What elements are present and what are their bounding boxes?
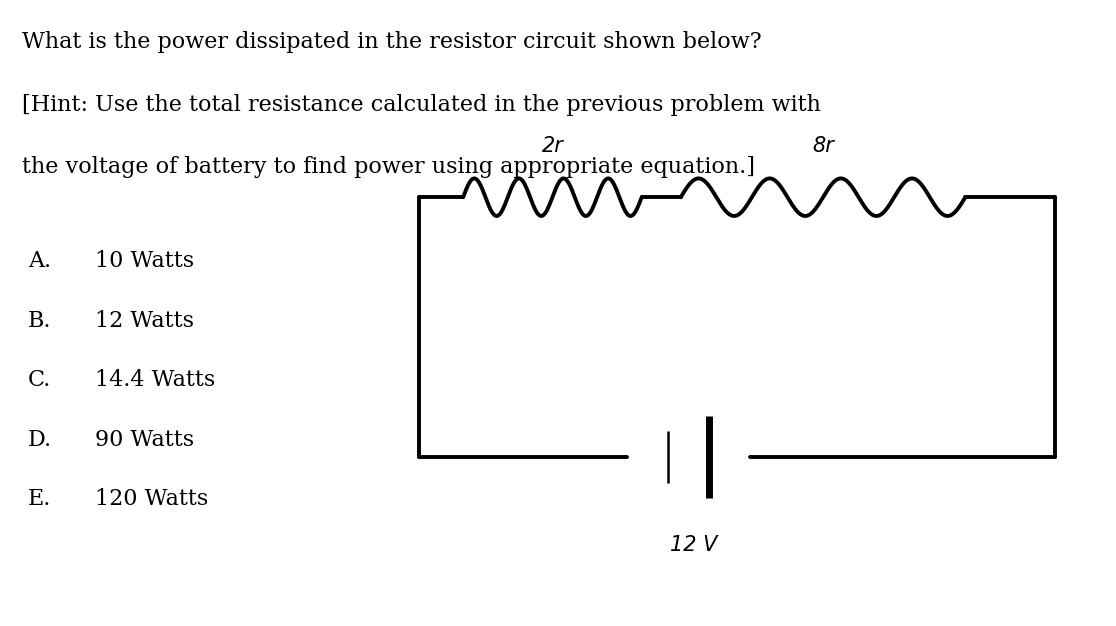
Text: 120 Watts: 120 Watts — [95, 488, 208, 510]
Text: 2r: 2r — [541, 136, 564, 156]
Text: 90 Watts: 90 Watts — [95, 429, 194, 451]
Text: 12 Watts: 12 Watts — [95, 310, 194, 332]
Text: 10 Watts: 10 Watts — [95, 250, 194, 272]
Text: the voltage of battery to find power using appropriate equation.]: the voltage of battery to find power usi… — [22, 156, 756, 178]
Text: 14.4 Watts: 14.4 Watts — [95, 369, 215, 391]
Text: 12 V: 12 V — [671, 535, 718, 555]
Text: B.: B. — [28, 310, 51, 332]
Text: A.: A. — [28, 250, 51, 272]
Text: C.: C. — [28, 369, 51, 391]
Text: [Hint: Use the total resistance calculated in the previous problem with: [Hint: Use the total resistance calculat… — [22, 94, 821, 116]
Text: E.: E. — [28, 488, 51, 510]
Text: 8r: 8r — [812, 136, 834, 156]
Text: D.: D. — [28, 429, 52, 451]
Text: What is the power dissipated in the resistor circuit shown below?: What is the power dissipated in the resi… — [22, 31, 762, 53]
